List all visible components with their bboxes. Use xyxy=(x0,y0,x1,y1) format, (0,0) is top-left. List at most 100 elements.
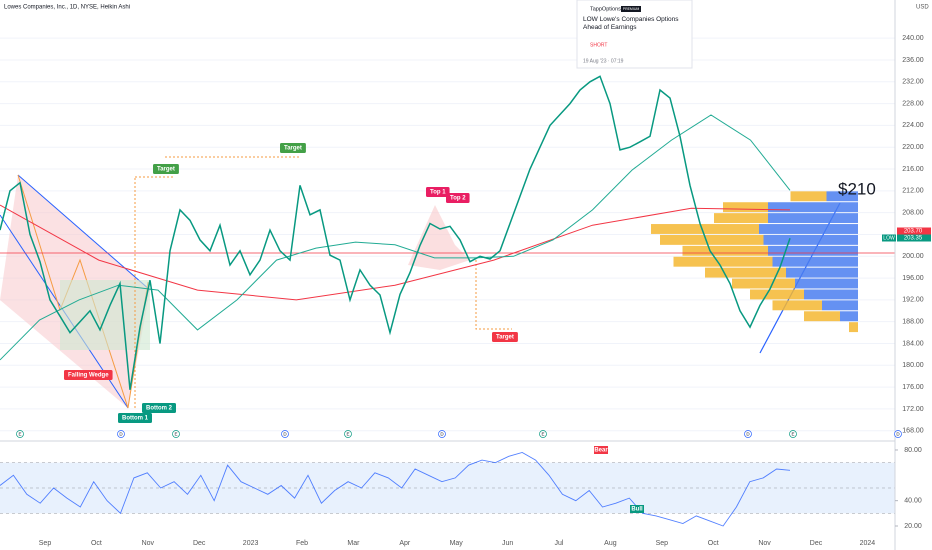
event-label: E xyxy=(346,432,349,437)
y-tick-label: 192.00 xyxy=(902,297,924,304)
event-label: D xyxy=(440,432,444,437)
y-tick-label: 228.00 xyxy=(902,100,924,107)
event-label: D xyxy=(896,432,900,437)
event-marker xyxy=(172,430,180,438)
annotation-box xyxy=(118,413,152,423)
price-tag-label: 203.70 xyxy=(904,229,923,235)
x-tick-label: Sep xyxy=(656,540,669,547)
event-marker xyxy=(438,430,446,438)
y-tick-label: 200.00 xyxy=(902,253,924,260)
x-tick-label: Oct xyxy=(708,540,719,547)
x-tick-label: Apr xyxy=(399,540,411,547)
annotation: Target xyxy=(496,335,514,341)
event-label: E xyxy=(18,432,21,437)
event-label: E xyxy=(174,432,177,437)
y-tick-label: 220.00 xyxy=(902,144,924,151)
annotation: Bottom 1 xyxy=(122,416,149,422)
rsi-signal-box xyxy=(594,446,608,454)
x-tick-label: May xyxy=(450,540,464,547)
profile-bar xyxy=(723,202,768,213)
y-tick-label: 232.00 xyxy=(902,79,924,86)
x-tick-label: Dec xyxy=(810,540,823,547)
y-tick-label: 208.00 xyxy=(902,209,924,216)
profile-bar xyxy=(826,191,858,202)
popup-direction: SHORT xyxy=(590,42,607,48)
event-marker xyxy=(344,430,352,438)
price-tag-label: 203.35 xyxy=(904,236,923,242)
event-label: D xyxy=(746,432,750,437)
profile-bar xyxy=(714,213,768,224)
profile-bar xyxy=(660,234,764,245)
event-marker xyxy=(789,430,797,438)
x-tick-label: Nov xyxy=(142,540,155,547)
rsi-signal: Bull xyxy=(631,507,643,513)
y-tick-label: 188.00 xyxy=(902,319,924,326)
annotation: Bottom 2 xyxy=(146,406,173,412)
y-tick-label: 40.00 xyxy=(904,498,922,505)
y-tick-label: 80.00 xyxy=(904,447,922,454)
x-tick-label: Feb xyxy=(296,540,308,547)
event-marker xyxy=(117,430,125,438)
profile-bar xyxy=(786,267,858,278)
event-label: E xyxy=(541,432,544,437)
popup-brand: TappOptions xyxy=(590,6,621,12)
symbol-label: LOW xyxy=(883,235,895,241)
price-tag xyxy=(897,234,931,242)
annotation: Top 1 xyxy=(430,190,446,196)
profile-bar xyxy=(804,311,840,322)
x-tick-label: Jun xyxy=(502,540,513,547)
annotation-box xyxy=(280,143,306,153)
price-tag xyxy=(897,227,931,235)
rsi-signal: Bear xyxy=(594,448,608,454)
annotation-box xyxy=(492,332,518,342)
y-tick-label: 180.00 xyxy=(902,362,924,369)
currency: USD xyxy=(916,5,929,11)
x-tick-label: Aug xyxy=(604,540,617,547)
price-line xyxy=(0,75,791,390)
profile-bar xyxy=(732,278,795,289)
x-tick-label: Sep xyxy=(39,540,52,547)
event-marker xyxy=(16,430,24,438)
event-label: D xyxy=(283,432,287,437)
profile-bar xyxy=(772,256,858,267)
annotation-box xyxy=(153,164,179,174)
x-tick-label: Nov xyxy=(758,540,771,547)
wedge-line xyxy=(17,174,151,291)
y-tick-label: 184.00 xyxy=(902,340,924,347)
profile-bar xyxy=(795,278,858,289)
profile-bar xyxy=(768,202,858,213)
rsi-line xyxy=(0,452,791,527)
x-tick-label: Mar xyxy=(347,540,360,547)
profile-bar xyxy=(673,256,773,267)
y-tick-label: 172.00 xyxy=(902,406,924,413)
x-tick-label: Oct xyxy=(91,540,102,547)
profile-bar xyxy=(790,191,827,202)
badge-bg xyxy=(621,6,641,12)
chart-title: Lowes Companies, Inc., 1D, NYSE, Heikin … xyxy=(4,5,130,11)
profile-bar xyxy=(705,267,786,278)
event-label: E xyxy=(791,432,794,437)
annotation-box xyxy=(64,370,113,380)
x-tick-label: 2023 xyxy=(243,540,259,547)
y-tick-label: 176.00 xyxy=(902,384,924,391)
y-tick-label: 212.00 xyxy=(902,188,924,195)
event-marker xyxy=(281,430,289,438)
annotation: Target xyxy=(284,146,302,152)
series-layer xyxy=(0,75,895,527)
moving-average xyxy=(0,114,791,361)
y-tick-label: 240.00 xyxy=(902,35,924,42)
profile-bar xyxy=(682,245,768,256)
annotation-box xyxy=(142,403,176,413)
profile-bar xyxy=(772,300,822,311)
moving-average xyxy=(0,204,791,301)
profile-bar xyxy=(840,311,858,322)
profile-bar xyxy=(759,224,858,234)
annotation-box xyxy=(426,187,450,197)
annotation: Target xyxy=(157,167,175,173)
event-marker xyxy=(744,430,752,438)
y-tick-label: 216.00 xyxy=(902,166,924,173)
popup-badge: PREMIUM xyxy=(623,7,640,11)
y-tick-label: 168.00 xyxy=(902,428,924,435)
